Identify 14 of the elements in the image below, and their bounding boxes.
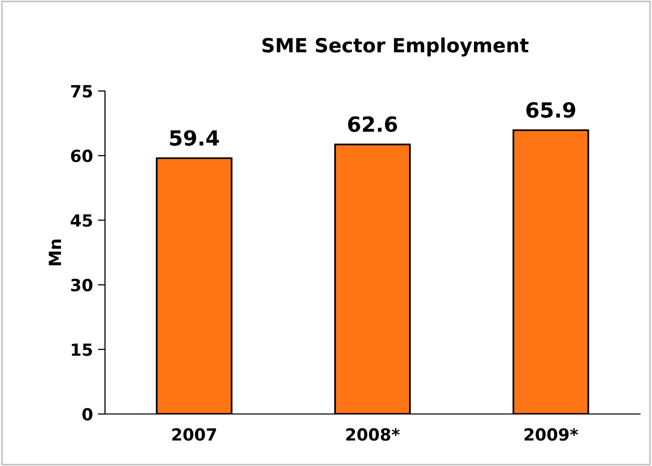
x-tick-label: 2009* <box>524 428 578 441</box>
chart-title: SME Sector Employment <box>262 38 528 56</box>
x-tick-label: 2008* <box>346 428 400 441</box>
y-tick-label: 45 <box>70 214 92 227</box>
data-label: 59.4 <box>170 130 219 146</box>
y-tick-label: 60 <box>71 150 92 162</box>
y-tick-label: 75 <box>71 85 92 98</box>
y-axis-title: Mn <box>48 240 61 266</box>
y-tick-label: 0 <box>82 408 92 421</box>
y-tick-label: 15 <box>72 344 92 356</box>
data-label: 65.9 <box>526 102 576 118</box>
data-label: 62.6 <box>348 116 398 132</box>
y-tick-label: 30 <box>71 278 92 292</box>
x-tick-label: 2007 <box>172 428 216 441</box>
